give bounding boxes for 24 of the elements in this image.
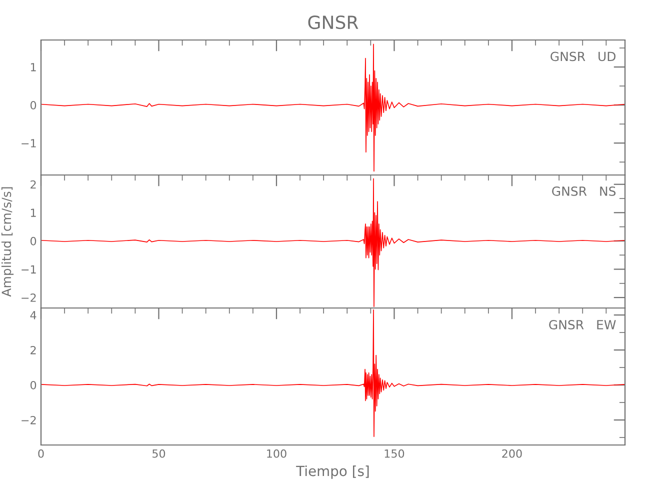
x-tick-label: 100 <box>267 449 286 458</box>
y-tick-label: −2 <box>22 416 36 424</box>
annotation: GNSR EW <box>549 320 616 330</box>
chart-title: GNSR <box>308 15 358 30</box>
x-axis-title: Tiempo [s] <box>296 465 369 479</box>
y-tick-label: 0 <box>30 101 36 110</box>
y-axis-title: Amplitud [cm/s/s] <box>1 187 14 297</box>
y-tick-label: 0 <box>30 380 36 390</box>
y-tick-label: −1 <box>22 265 36 274</box>
x-tick-label: 200 <box>502 449 522 458</box>
annotation: GNSR NS <box>552 186 616 196</box>
line-series <box>41 44 625 172</box>
x-tick-label: 0 <box>38 449 44 458</box>
y-tick-label: 4 <box>30 311 36 320</box>
y-tick-label: 0 <box>30 236 36 246</box>
y-tick-label: 1 <box>30 63 36 72</box>
y-tick-label: 2 <box>30 180 36 189</box>
x-tick-label: 50 <box>152 449 166 458</box>
y-tick-label: 1 <box>30 208 36 217</box>
y-tick-label: −2 <box>22 294 36 302</box>
y-tick-label: 2 <box>30 346 36 354</box>
y-tick-label: −1 <box>22 139 36 148</box>
x-tick-label: 150 <box>384 449 404 458</box>
annotation: GNSR UD <box>550 52 616 62</box>
